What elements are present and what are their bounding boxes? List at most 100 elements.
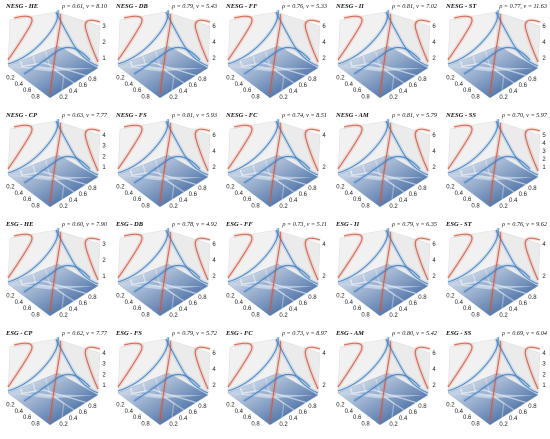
marginal-band <box>116 123 144 171</box>
x-tick-label: 0.2 <box>336 184 345 190</box>
y-tick-label: 0.4 <box>69 198 78 204</box>
y-tick-label: 0.4 <box>399 416 408 422</box>
marginal-curve <box>227 342 253 388</box>
marginal-band <box>268 230 283 313</box>
marginal-curve <box>414 128 431 172</box>
marginal-curve <box>133 373 201 402</box>
marginal-curve <box>304 237 321 281</box>
z-tick-label: 2 <box>102 372 106 378</box>
marginal-band <box>158 230 173 313</box>
z-tick-label: 2 <box>432 165 436 171</box>
x-tick-label: 0.6 <box>463 415 472 421</box>
y-tick-label: 0.2 <box>169 204 178 210</box>
z-tick-label: 2 <box>542 372 546 378</box>
y-tick-label: 0.4 <box>289 89 298 95</box>
z-tick-label: 3 <box>102 24 106 30</box>
marginal-curve <box>7 227 59 283</box>
x-tick-label: 0.4 <box>15 191 24 197</box>
y-tick-label: 0.4 <box>509 89 518 95</box>
panel-title: NESG - II <box>336 3 364 10</box>
panel-title: NESG - DB <box>116 3 148 10</box>
marginal-curve <box>337 233 363 279</box>
y-tick-label: 0.4 <box>179 416 188 422</box>
panel-title: ESG - HE <box>6 221 34 228</box>
marginal-curve <box>227 15 253 61</box>
y-tick-label: 0.8 <box>198 295 207 301</box>
x-tick-label: 0.8 <box>141 422 150 428</box>
marginal-curve <box>23 373 91 402</box>
copula-panel: 0.2 0.4 0.6 0.8 0.2 0.4 0.6 0.8 2 4 NESG - FC ρ = 0… <box>220 109 330 218</box>
marginal-band <box>488 121 503 204</box>
marginal-band <box>447 118 501 175</box>
y-tick-label: 0.8 <box>88 77 97 83</box>
z-tick-label: 4 <box>322 133 326 139</box>
panel-stats: ρ = 0.77, ν = 11.63 <box>499 3 547 10</box>
marginal-curve <box>304 346 321 390</box>
y-tick-label: 0.4 <box>399 307 408 313</box>
panel-title: NESG - AM <box>336 112 369 119</box>
marginal-curve <box>489 122 502 204</box>
marginal-band <box>303 18 321 63</box>
panel-stats: ρ = 0.73, ν = 5.11 <box>282 221 327 228</box>
panel-title: ESG - FC <box>226 330 253 337</box>
copula-panel: 0.2 0.4 0.6 0.8 0.2 0.4 0.6 0.8 2 4 ESG - FF ρ = 0.… <box>220 218 330 327</box>
z-tick-label: 3 <box>102 242 106 248</box>
marginal-band <box>384 11 429 68</box>
x-tick-label: 0.2 <box>336 75 345 81</box>
marginal-band <box>54 229 99 286</box>
panel-stats: ρ = 0.79, ν = 5.72 <box>171 330 217 337</box>
marginal-curve <box>337 9 389 65</box>
marginal-band <box>6 14 34 62</box>
marginal-curve <box>463 46 531 75</box>
marginal-curve <box>133 264 201 293</box>
x-tick-label: 0.6 <box>243 88 252 94</box>
y-tick-label: 0.4 <box>179 89 188 95</box>
marginal-band <box>268 121 283 204</box>
z-tick-label: 6 <box>542 24 546 30</box>
marginal-band <box>523 345 541 390</box>
panel-stats: ρ = 0.79, ν = 5.43 <box>171 3 217 10</box>
x-tick-label: 0.2 <box>446 75 455 81</box>
y-tick-label: 0.6 <box>189 301 198 307</box>
marginal-curve <box>165 11 209 67</box>
marginal-curve <box>117 336 169 392</box>
marginal-curve <box>159 13 172 95</box>
marginal-curve <box>524 237 541 281</box>
panel-title: NESG - ST <box>446 3 477 10</box>
marginal-curve <box>337 227 389 283</box>
z-tick-label: 4 <box>432 367 436 373</box>
marginal-band <box>384 229 429 286</box>
marginal-curve <box>275 11 319 67</box>
x-tick-label: 0.6 <box>133 88 142 94</box>
marginal-curve <box>194 19 211 63</box>
marginal-curve <box>379 340 392 422</box>
panel-title: NESG - SS <box>446 112 476 119</box>
marginal-band <box>132 372 202 403</box>
marginal-curve <box>275 120 319 176</box>
marginal-curve <box>194 346 211 390</box>
y-tick-label: 0.6 <box>299 192 308 198</box>
x-tick-label: 0.8 <box>141 204 150 210</box>
panel-stats: ρ = 0.61, ν = 8.10 <box>61 3 107 10</box>
marginal-band <box>378 121 393 204</box>
z-tick-label: 2 <box>322 274 326 280</box>
marginal-band <box>83 345 101 390</box>
marginal-curve <box>337 15 363 61</box>
marginal-band <box>117 227 171 284</box>
y-tick-label: 0.8 <box>308 77 317 83</box>
marginal-band <box>274 338 319 395</box>
panel-stats: ρ = 0.73, ν = 8.97 <box>281 330 327 337</box>
z-tick-label: 6 <box>432 242 436 248</box>
marginal-band <box>446 341 474 389</box>
panel-title: NESG - FS <box>116 112 147 119</box>
z-tick-label: 2 <box>212 165 216 171</box>
marginal-curve <box>159 231 172 313</box>
z-tick-label: 6 <box>432 24 436 30</box>
z-tick-label: 4 <box>542 141 546 147</box>
copula-panel: 0.2 0.4 0.6 0.8 0.2 0.4 0.6 0.8 2 4 6 NESG - AM ρ = … <box>330 109 440 218</box>
y-tick-label: 0.6 <box>409 301 418 307</box>
marginal-curve <box>55 229 99 285</box>
